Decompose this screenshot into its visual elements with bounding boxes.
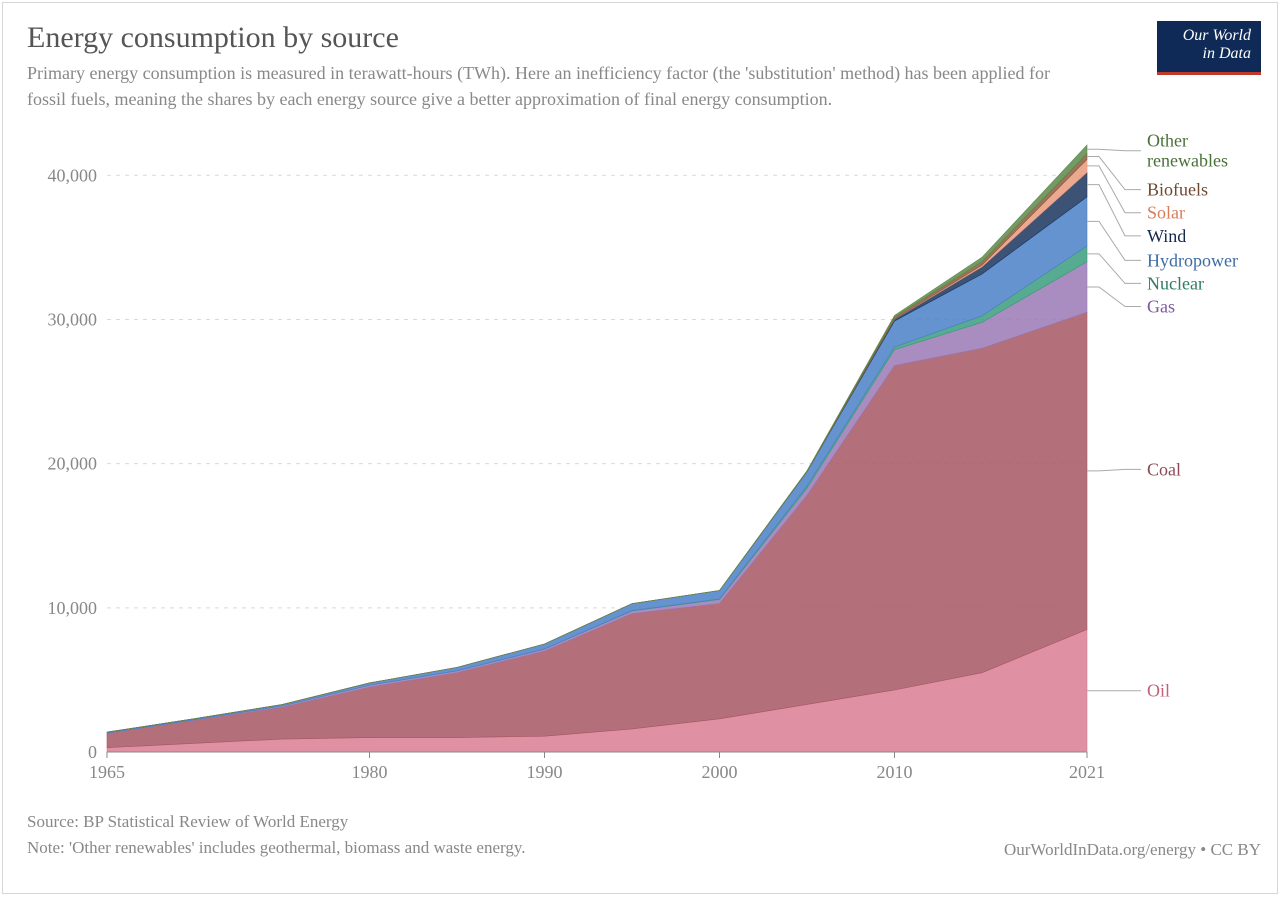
- source-text: Source: BP Statistical Review of World E…: [27, 809, 526, 835]
- y-tick-label: 40,000: [48, 165, 98, 185]
- note-text: Note: 'Other renewables' includes geothe…: [27, 835, 526, 861]
- legend-label: Hydropower: [1147, 251, 1238, 271]
- owid-logo: Our World in Data: [1157, 21, 1261, 75]
- legend-label: Gas: [1147, 297, 1175, 317]
- chart-title: Energy consumption by source: [27, 21, 1087, 54]
- chart-area: 0 10,000 20,000 30,000 40,000 1965 1980 1990 200…: [27, 122, 1261, 797]
- legend-connector: [1087, 287, 1141, 306]
- x-tick-label: 1980: [352, 762, 388, 782]
- y-tick-label: 10,000: [48, 598, 98, 618]
- legend-label: Nuclear: [1147, 274, 1204, 294]
- footer: Source: BP Statistical Review of World E…: [27, 809, 1261, 860]
- legend-label: Biofuels: [1147, 180, 1208, 200]
- legend-label: Solar: [1147, 203, 1185, 223]
- logo-line2: in Data: [1167, 45, 1251, 63]
- x-tick-label: 2021: [1069, 762, 1105, 782]
- y-tick-label: 20,000: [48, 454, 98, 474]
- legend-label: Oil: [1147, 681, 1170, 701]
- attribution-text: OurWorldInData.org/energy • CC BY: [1004, 840, 1261, 859]
- footer-left: Source: BP Statistical Review of World E…: [27, 809, 526, 860]
- chart-subtitle: Primary energy consumption is measured i…: [27, 60, 1087, 112]
- legend-label: Wind: [1147, 226, 1186, 246]
- y-tick-label: 30,000: [48, 310, 98, 330]
- legend-label: renewables: [1147, 151, 1228, 171]
- logo-line1: Our World: [1167, 27, 1251, 45]
- y-tick-label: 0: [88, 742, 97, 762]
- x-tick-label: 2000: [702, 762, 738, 782]
- x-tick-label: 1965: [89, 762, 125, 782]
- title-block: Energy consumption by source Primary ene…: [27, 21, 1087, 112]
- chart-card: Energy consumption by source Primary ene…: [2, 2, 1278, 894]
- legend-connector: [1087, 149, 1141, 150]
- legend-connector: [1087, 254, 1141, 284]
- header: Energy consumption by source Primary ene…: [27, 21, 1261, 112]
- legend-connector: [1087, 222, 1141, 261]
- legend-label: Other: [1147, 131, 1188, 151]
- legend-label: Coal: [1147, 460, 1181, 480]
- stacked-area-chart: 0 10,000 20,000 30,000 40,000 1965 1980 1990 200…: [27, 122, 1257, 792]
- legend-connector: [1087, 470, 1141, 471]
- x-tick-label: 2010: [877, 762, 913, 782]
- x-tick-label: 1990: [527, 762, 563, 782]
- footer-right: OurWorldInData.org/energy • CC BY: [1004, 840, 1261, 860]
